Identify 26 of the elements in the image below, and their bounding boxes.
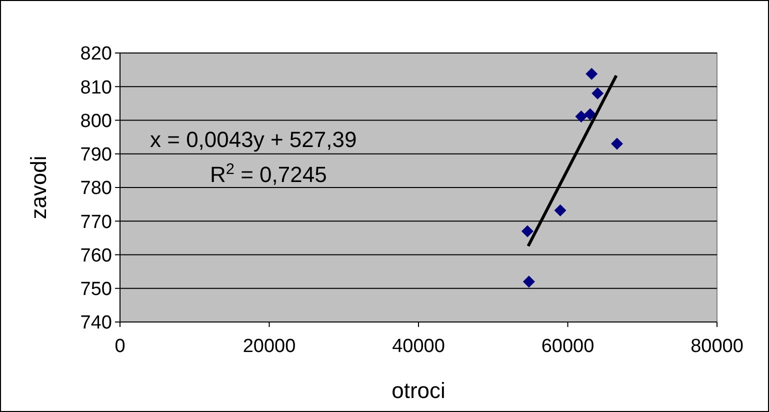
point	[592, 87, 604, 100]
y-tick-label: 760	[80, 245, 112, 266]
x-tick-label: 20000	[242, 336, 296, 357]
y-axis-title: zavodi	[26, 156, 51, 220]
point	[522, 276, 535, 288]
y-tick-label: 740	[80, 312, 112, 334]
point	[554, 204, 566, 216]
x-tick-label: 40000	[392, 336, 445, 357]
x-tick-label: 0	[114, 336, 126, 357]
annotation: x = 0,0043y + 527,39	[150, 127, 357, 152]
point	[521, 225, 534, 238]
point	[575, 110, 588, 123]
y-tick-label: 770	[80, 212, 112, 233]
y-tick-label: 800	[80, 110, 112, 132]
y-tick-label: 790	[80, 144, 112, 166]
annotation: R$^{2}$ = 0,7245	[210, 160, 327, 187]
point	[586, 68, 598, 80]
y-tick-label: 750	[80, 279, 112, 300]
x-tick-label: 80000	[690, 336, 744, 357]
y-tick-label: 820	[80, 44, 112, 65]
x-tick-label: 60000	[541, 336, 594, 357]
point	[611, 138, 624, 150]
y-tick-label: 810	[80, 77, 112, 98]
point	[584, 108, 596, 120]
x-axis-title: otroci	[392, 378, 446, 403]
y-tick-label: 780	[80, 178, 112, 200]
